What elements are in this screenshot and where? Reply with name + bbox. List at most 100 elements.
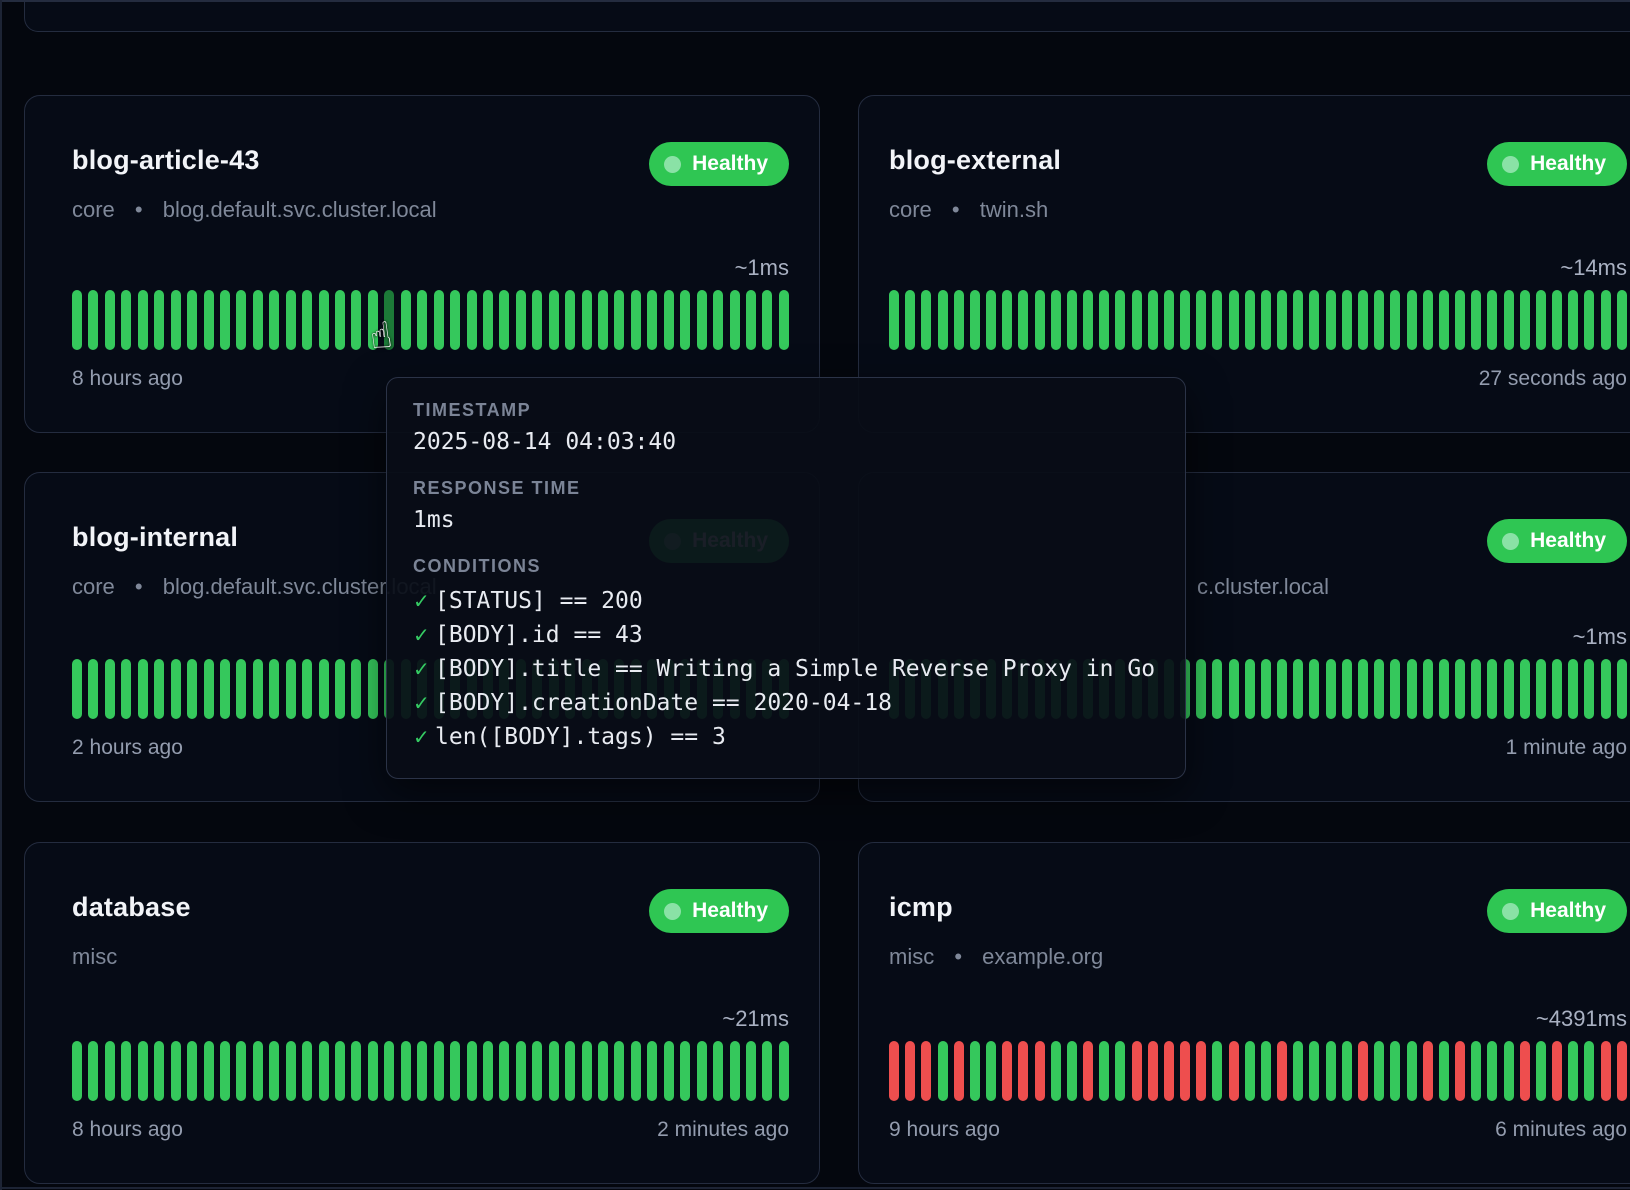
health-bar-up[interactable]: [1471, 1041, 1482, 1101]
health-bar-down[interactable]: [889, 1041, 899, 1101]
health-bar-up[interactable]: [1050, 290, 1061, 350]
health-bar-up[interactable]: [219, 659, 230, 719]
health-bar-up[interactable]: [1519, 290, 1530, 350]
health-bar-up[interactable]: [630, 1041, 641, 1101]
health-bar-up[interactable]: [1163, 290, 1174, 350]
health-bar-up[interactable]: [1438, 659, 1449, 719]
health-bar-up[interactable]: [1293, 659, 1304, 719]
health-bar-up[interactable]: [1390, 1041, 1401, 1101]
health-bar-up[interactable]: [1422, 290, 1433, 350]
health-bar-up[interactable]: [252, 1041, 263, 1101]
health-bar-up[interactable]: [565, 1041, 576, 1101]
health-bar-up[interactable]: [1535, 1041, 1546, 1101]
health-bar-up[interactable]: [1244, 1041, 1255, 1101]
endpoint-card-icmp[interactable]: icmp Healthy misc • example.org ~4391ms …: [858, 842, 1630, 1184]
health-bar-up[interactable]: [384, 1041, 395, 1101]
health-bar-up[interactable]: [450, 290, 461, 350]
health-bar-up[interactable]: [762, 1041, 773, 1101]
health-bar-up[interactable]: [1325, 1041, 1336, 1101]
health-bar-up[interactable]: [236, 659, 247, 719]
health-bar-up[interactable]: [302, 290, 313, 350]
health-bar-up[interactable]: [1212, 1041, 1223, 1101]
health-bar-up[interactable]: [1616, 659, 1627, 719]
health-bar-up[interactable]: [236, 1041, 247, 1101]
health-bar-down[interactable]: [1180, 1041, 1191, 1101]
health-bar-up[interactable]: [400, 290, 411, 350]
health-bar-up[interactable]: [367, 290, 378, 350]
health-bar-up[interactable]: [1277, 659, 1288, 719]
health-bar-up[interactable]: [1293, 1041, 1304, 1101]
health-bar-up[interactable]: [1066, 1041, 1077, 1101]
health-bar-up[interactable]: [285, 290, 296, 350]
health-bar-up[interactable]: [1212, 659, 1223, 719]
health-bar-up[interactable]: [187, 659, 198, 719]
health-bar-up[interactable]: [1228, 659, 1239, 719]
health-bar-up[interactable]: [219, 290, 230, 350]
health-bar-up[interactable]: [1568, 659, 1579, 719]
health-bar-down[interactable]: [905, 1041, 916, 1101]
health-bar-up[interactable]: [532, 290, 543, 350]
health-bar-up[interactable]: [1471, 659, 1482, 719]
health-bar-up[interactable]: [72, 659, 82, 719]
health-bar-up[interactable]: [889, 290, 899, 350]
health-bar-up[interactable]: [1115, 1041, 1126, 1101]
health-bar-up[interactable]: [121, 659, 132, 719]
health-bar-up[interactable]: [1099, 290, 1110, 350]
health-bar-up[interactable]: [72, 290, 82, 350]
health-bar-up[interactable]: [969, 1041, 980, 1101]
health-bar-up[interactable]: [104, 290, 115, 350]
health-bar-up[interactable]: [417, 290, 428, 350]
health-bar-up[interactable]: [285, 1041, 296, 1101]
health-bar-up[interactable]: [1406, 290, 1417, 350]
health-bar-up[interactable]: [1309, 290, 1320, 350]
health-bar-up[interactable]: [482, 1041, 493, 1101]
health-bar-up[interactable]: [1341, 659, 1352, 719]
health-bar-up[interactable]: [154, 290, 165, 350]
health-bar-up[interactable]: [1325, 659, 1336, 719]
health-bar-up[interactable]: [104, 1041, 115, 1101]
health-bar-up[interactable]: [121, 290, 132, 350]
health-bar-up[interactable]: [236, 290, 247, 350]
health-bar-up[interactable]: [269, 290, 280, 350]
health-bar-up[interactable]: [1455, 659, 1466, 719]
health-bar-up[interactable]: [614, 290, 625, 350]
health-bar-up[interactable]: [986, 1041, 997, 1101]
health-bar-up[interactable]: [170, 659, 181, 719]
health-bar-up[interactable]: [1260, 1041, 1271, 1101]
health-bar-up[interactable]: [88, 1041, 99, 1101]
endpoint-card-blog-article-43[interactable]: blog-article-43 Healthy core • blog.defa…: [24, 95, 820, 433]
health-bar-up[interactable]: [170, 1041, 181, 1101]
health-bar-up[interactable]: [696, 290, 707, 350]
health-bar-up[interactable]: [778, 290, 789, 350]
health-bar-down[interactable]: [1018, 1041, 1029, 1101]
health-bar-up[interactable]: [713, 1041, 724, 1101]
health-bar-up[interactable]: [1406, 659, 1417, 719]
health-bar-up[interactable]: [88, 290, 99, 350]
health-bar-up[interactable]: [647, 290, 658, 350]
health-bar-up[interactable]: [187, 1041, 198, 1101]
health-bar-up[interactable]: [1568, 1041, 1579, 1101]
health-bar-up[interactable]: [466, 1041, 477, 1101]
health-bar-up[interactable]: [729, 290, 740, 350]
health-bar-up[interactable]: [269, 659, 280, 719]
health-bar-up[interactable]: [1180, 290, 1191, 350]
health-bar-up[interactable]: [1422, 659, 1433, 719]
health-bar-up[interactable]: [1487, 1041, 1498, 1101]
health-bar-up[interactable]: [1099, 1041, 1110, 1101]
health-bar-up[interactable]: [663, 1041, 674, 1101]
health-bar-up[interactable]: [1325, 290, 1336, 350]
health-bar-up[interactable]: [203, 1041, 214, 1101]
health-bar-up[interactable]: [269, 1041, 280, 1101]
health-bar-down[interactable]: [1228, 1041, 1239, 1101]
health-bar-up[interactable]: [1487, 659, 1498, 719]
health-bar-up[interactable]: [1568, 290, 1579, 350]
health-bar-up[interactable]: [1357, 659, 1368, 719]
endpoint-card-blog-external[interactable]: blog-external Healthy core • twin.sh ~14…: [858, 95, 1630, 433]
health-bar-up[interactable]: [1390, 659, 1401, 719]
health-bar-up[interactable]: [1600, 290, 1611, 350]
health-bar-up[interactable]: [1131, 290, 1142, 350]
health-bar-down[interactable]: [1163, 1041, 1174, 1101]
health-bar-up[interactable]: [1244, 290, 1255, 350]
health-bar-down[interactable]: [921, 1041, 932, 1101]
health-bar-up[interactable]: [104, 659, 115, 719]
